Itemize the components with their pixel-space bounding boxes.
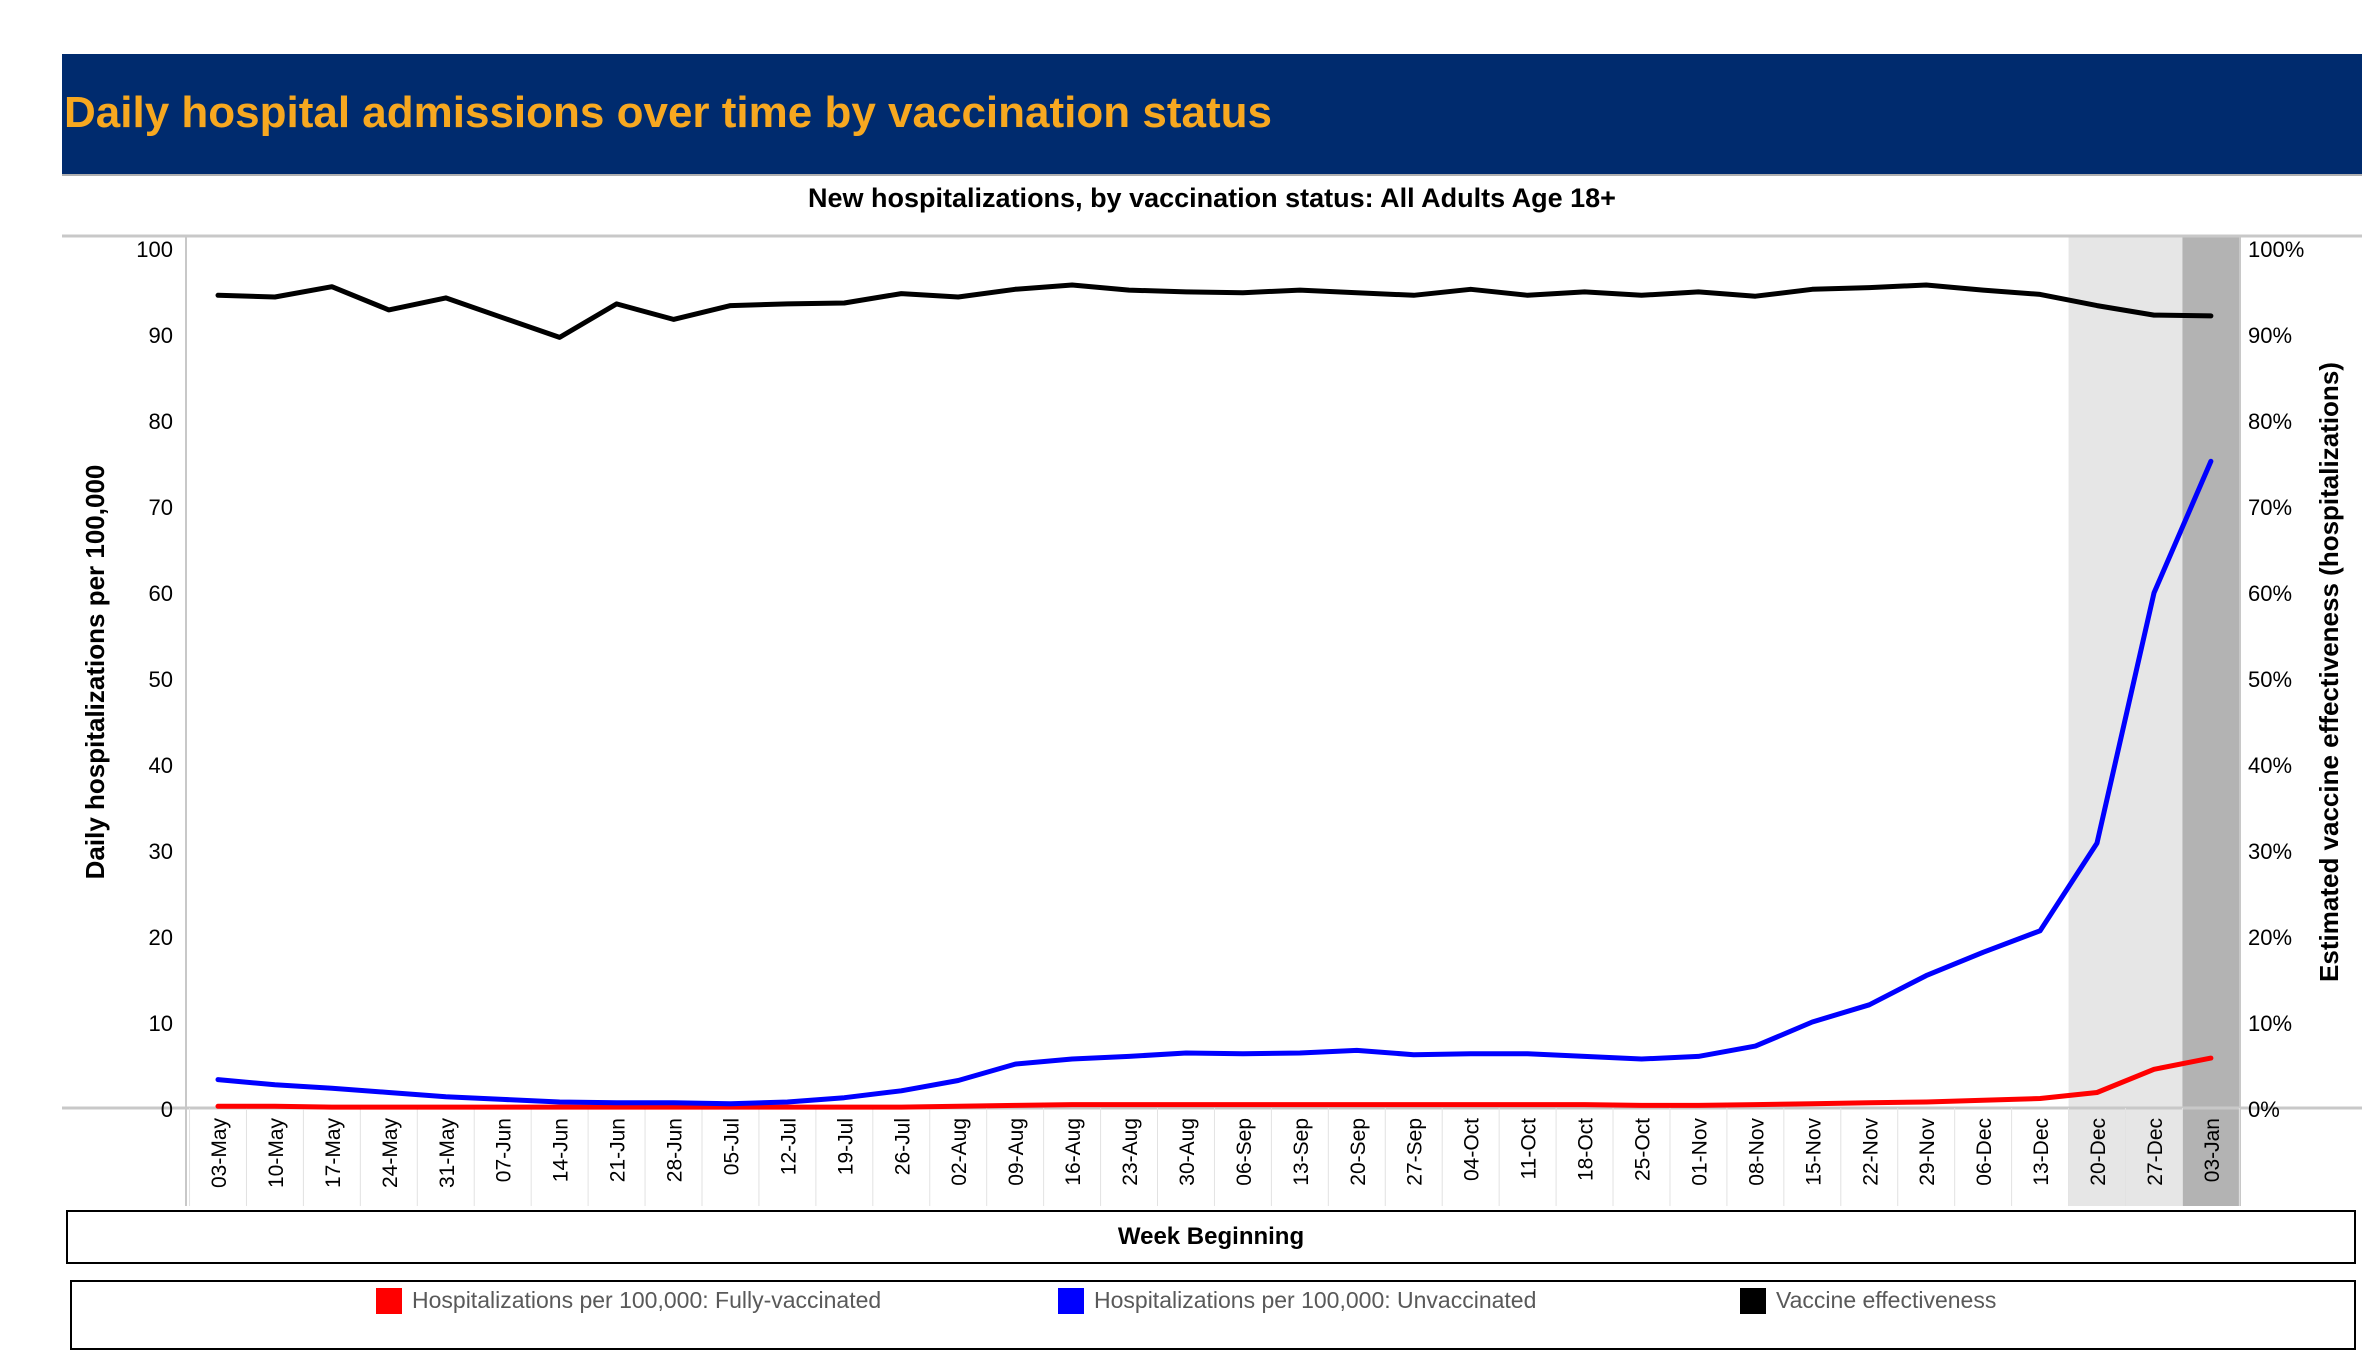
- x-tick-label: 26-Jul: [891, 1118, 914, 1175]
- y2-tick-label: 70%: [2248, 495, 2292, 520]
- y2-tick-label: 40%: [2248, 753, 2292, 778]
- x-tick-label: 02-Aug: [948, 1118, 971, 1186]
- legend-label-fully-vaccinated: Hospitalizations per 100,000: Fully-vacc…: [412, 1287, 882, 1313]
- legend-swatch-blue: [1058, 1287, 1084, 1314]
- x-tick-label: 11-Oct: [1518, 1118, 1541, 1180]
- x-tick-label: 17-May: [322, 1118, 345, 1189]
- x-tick-label: 10-May: [265, 1118, 288, 1189]
- series-line-2: [215, 282, 2214, 340]
- x-tick-label: 05-Jul: [720, 1118, 743, 1175]
- y-tick-label: 0: [161, 1097, 173, 1122]
- x-tick-label: 08-Nov: [1745, 1118, 1768, 1186]
- x-tick-label: 03-May: [208, 1118, 231, 1189]
- y2-tick-label: 10%: [2248, 1011, 2292, 1036]
- legend-swatch-red: [376, 1287, 402, 1314]
- page-title: Daily hospital admissions over time by v…: [64, 88, 1272, 137]
- y-tick-label: 50: [149, 667, 173, 692]
- x-tick-label: 03-Jan: [2201, 1118, 2224, 1182]
- y-axis-title: Daily hospitalizations per 100,000: [80, 465, 110, 880]
- x-tick-label: 09-Aug: [1005, 1118, 1028, 1186]
- x-tick-label: 06-Dec: [1973, 1118, 1996, 1186]
- x-tick-label: 13-Dec: [2030, 1118, 2053, 1186]
- legend-item-unvaccinated: Hospitalizations per 100,000: Unvaccinat…: [1058, 1287, 1536, 1314]
- y2-tick-label: 90%: [2248, 323, 2292, 348]
- x-tick-label: 22-Nov: [1859, 1118, 1882, 1186]
- y-tick-label: 70: [149, 495, 173, 520]
- x-tick-label: 12-Jul: [777, 1118, 800, 1175]
- x-tick-label: 25-Oct: [1632, 1118, 1655, 1181]
- x-tick-label: 27-Dec: [2144, 1118, 2167, 1186]
- x-tick-label: 24-May: [379, 1118, 402, 1189]
- legend-label-unvaccinated: Hospitalizations per 100,000: Unvaccinat…: [1094, 1287, 1537, 1313]
- chart-title: New hospitalizations, by vaccination sta…: [808, 183, 1616, 213]
- y-tick-label: 80: [149, 409, 173, 434]
- y2-tick-label: 60%: [2248, 581, 2292, 606]
- chart-legend: Hospitalizations per 100,000: Fully-vacc…: [70, 1280, 2356, 1350]
- y2-tick-label: 80%: [2248, 409, 2292, 434]
- x-tick-label: 04-Oct: [1461, 1118, 1484, 1181]
- x-tick-label: 21-Jun: [607, 1118, 630, 1182]
- y2-tick-label: 0%: [2248, 1097, 2280, 1122]
- x-tick-label: 16-Aug: [1062, 1118, 1085, 1186]
- series-line-1: [215, 458, 2214, 1107]
- x-tick-label: 06-Sep: [1233, 1118, 1256, 1186]
- series-line-0: [215, 1055, 2214, 1110]
- x-tick-label: 20-Sep: [1347, 1118, 1370, 1186]
- shaded-region-03-Jan: [2182, 236, 2240, 1206]
- x-tick-label: 19-Jul: [834, 1118, 857, 1175]
- y2-tick-label: 50%: [2248, 667, 2292, 692]
- legend-label-vaccine-effectiveness: Vaccine effectiveness: [1776, 1287, 1997, 1313]
- x-tick-label: 23-Aug: [1119, 1118, 1142, 1186]
- x-axis-title-text: Week Beginning: [1117, 1223, 1305, 1250]
- x-tick-label: 27-Sep: [1404, 1118, 1427, 1186]
- legend-item-vaccine-effectiveness: Vaccine effectiveness: [1740, 1287, 1996, 1314]
- y-tick-label: 90: [149, 323, 173, 348]
- x-axis-title: Week Beginning: [66, 1210, 2356, 1264]
- x-tick-label: 07-Jun: [493, 1118, 516, 1182]
- x-tick-label: 28-Jun: [664, 1118, 687, 1182]
- y2-tick-label: 20%: [2248, 925, 2292, 950]
- x-tick-label: 15-Nov: [1802, 1118, 1825, 1186]
- y-tick-label: 100: [136, 237, 173, 262]
- legend-item-fully-vaccinated: Hospitalizations per 100,000: Fully-vacc…: [376, 1287, 881, 1314]
- y-tick-label: 40: [149, 753, 173, 778]
- x-tick-label: 30-Aug: [1176, 1118, 1199, 1186]
- y2-tick-label: 30%: [2248, 839, 2292, 864]
- y-tick-label: 30: [149, 839, 173, 864]
- legend-swatch-black: [1740, 1287, 1766, 1314]
- y-tick-label: 20: [149, 925, 173, 950]
- y-tick-label: 10: [149, 1011, 173, 1036]
- x-tick-label: 20-Dec: [2087, 1118, 2110, 1186]
- x-tick-label: 14-Jun: [550, 1118, 573, 1182]
- header-banner: Daily hospital admissions over time by v…: [62, 54, 2362, 176]
- x-tick-label: 01-Nov: [1688, 1118, 1711, 1186]
- x-tick-label: 31-May: [436, 1118, 459, 1189]
- x-tick-label: 29-Nov: [1916, 1118, 1939, 1186]
- x-tick-label: 13-Sep: [1290, 1118, 1313, 1186]
- x-tick-label: 18-Oct: [1575, 1118, 1598, 1181]
- y2-axis-title: Estimated vaccine effectiveness (hospita…: [2314, 362, 2344, 982]
- y2-tick-label: 100%: [2248, 237, 2304, 262]
- y-tick-label: 60: [149, 581, 173, 606]
